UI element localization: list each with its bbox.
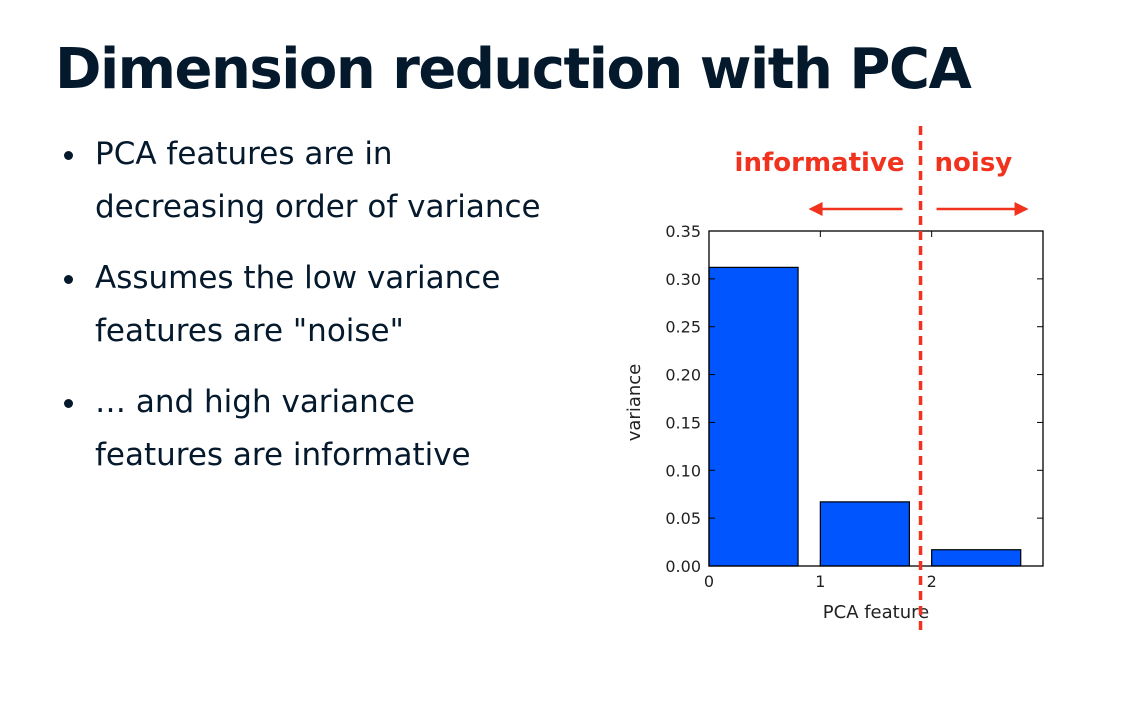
bullet-text: Assumes the low variance features are "n… (95, 260, 501, 349)
y-tick-label: 0.10 (665, 461, 701, 480)
bullet-item: Assumes the low variance features are "n… (62, 252, 552, 358)
y-tick-label: 0.00 (665, 557, 701, 576)
y-tick-label: 0.05 (665, 509, 701, 528)
x-tick-label: 1 (815, 572, 825, 591)
bullet-list: PCA features are in decreasing order of … (62, 128, 552, 500)
x-axis-label: PCA feature (823, 602, 929, 623)
bar-0 (708, 266, 799, 567)
x-tick-label: 2 (927, 572, 937, 591)
y-tick-label: 0.30 (665, 270, 701, 289)
informative-label: informative (735, 148, 905, 178)
bar-2 (931, 549, 1022, 567)
slide-title: Dimension reduction with PCA (55, 37, 972, 102)
y-tick-label: 0.35 (665, 222, 701, 241)
noisy-label: noisy (935, 148, 1013, 178)
x-tick-label: 0 (704, 572, 714, 591)
bullet-text: PCA features are in decreasing order of … (95, 136, 541, 225)
bullet-dot (64, 275, 73, 284)
right-arrow-icon (1014, 202, 1029, 216)
y-tick-label: 0.25 (665, 318, 701, 337)
y-tick-label: 0.20 (665, 366, 701, 385)
plot-frame (708, 230, 1044, 567)
bar-1 (819, 501, 910, 567)
y-tick-label: 0.15 (665, 413, 701, 432)
bullet-dot (64, 399, 73, 408)
bullet-item: … and high variance features are informa… (62, 376, 552, 482)
bullet-text: … and high variance features are informa… (95, 384, 471, 473)
bullet-item: PCA features are in decreasing order of … (62, 128, 552, 234)
bullet-dot (64, 151, 73, 160)
y-axis-label: variance (624, 364, 645, 442)
left-arrow-icon (808, 202, 823, 216)
